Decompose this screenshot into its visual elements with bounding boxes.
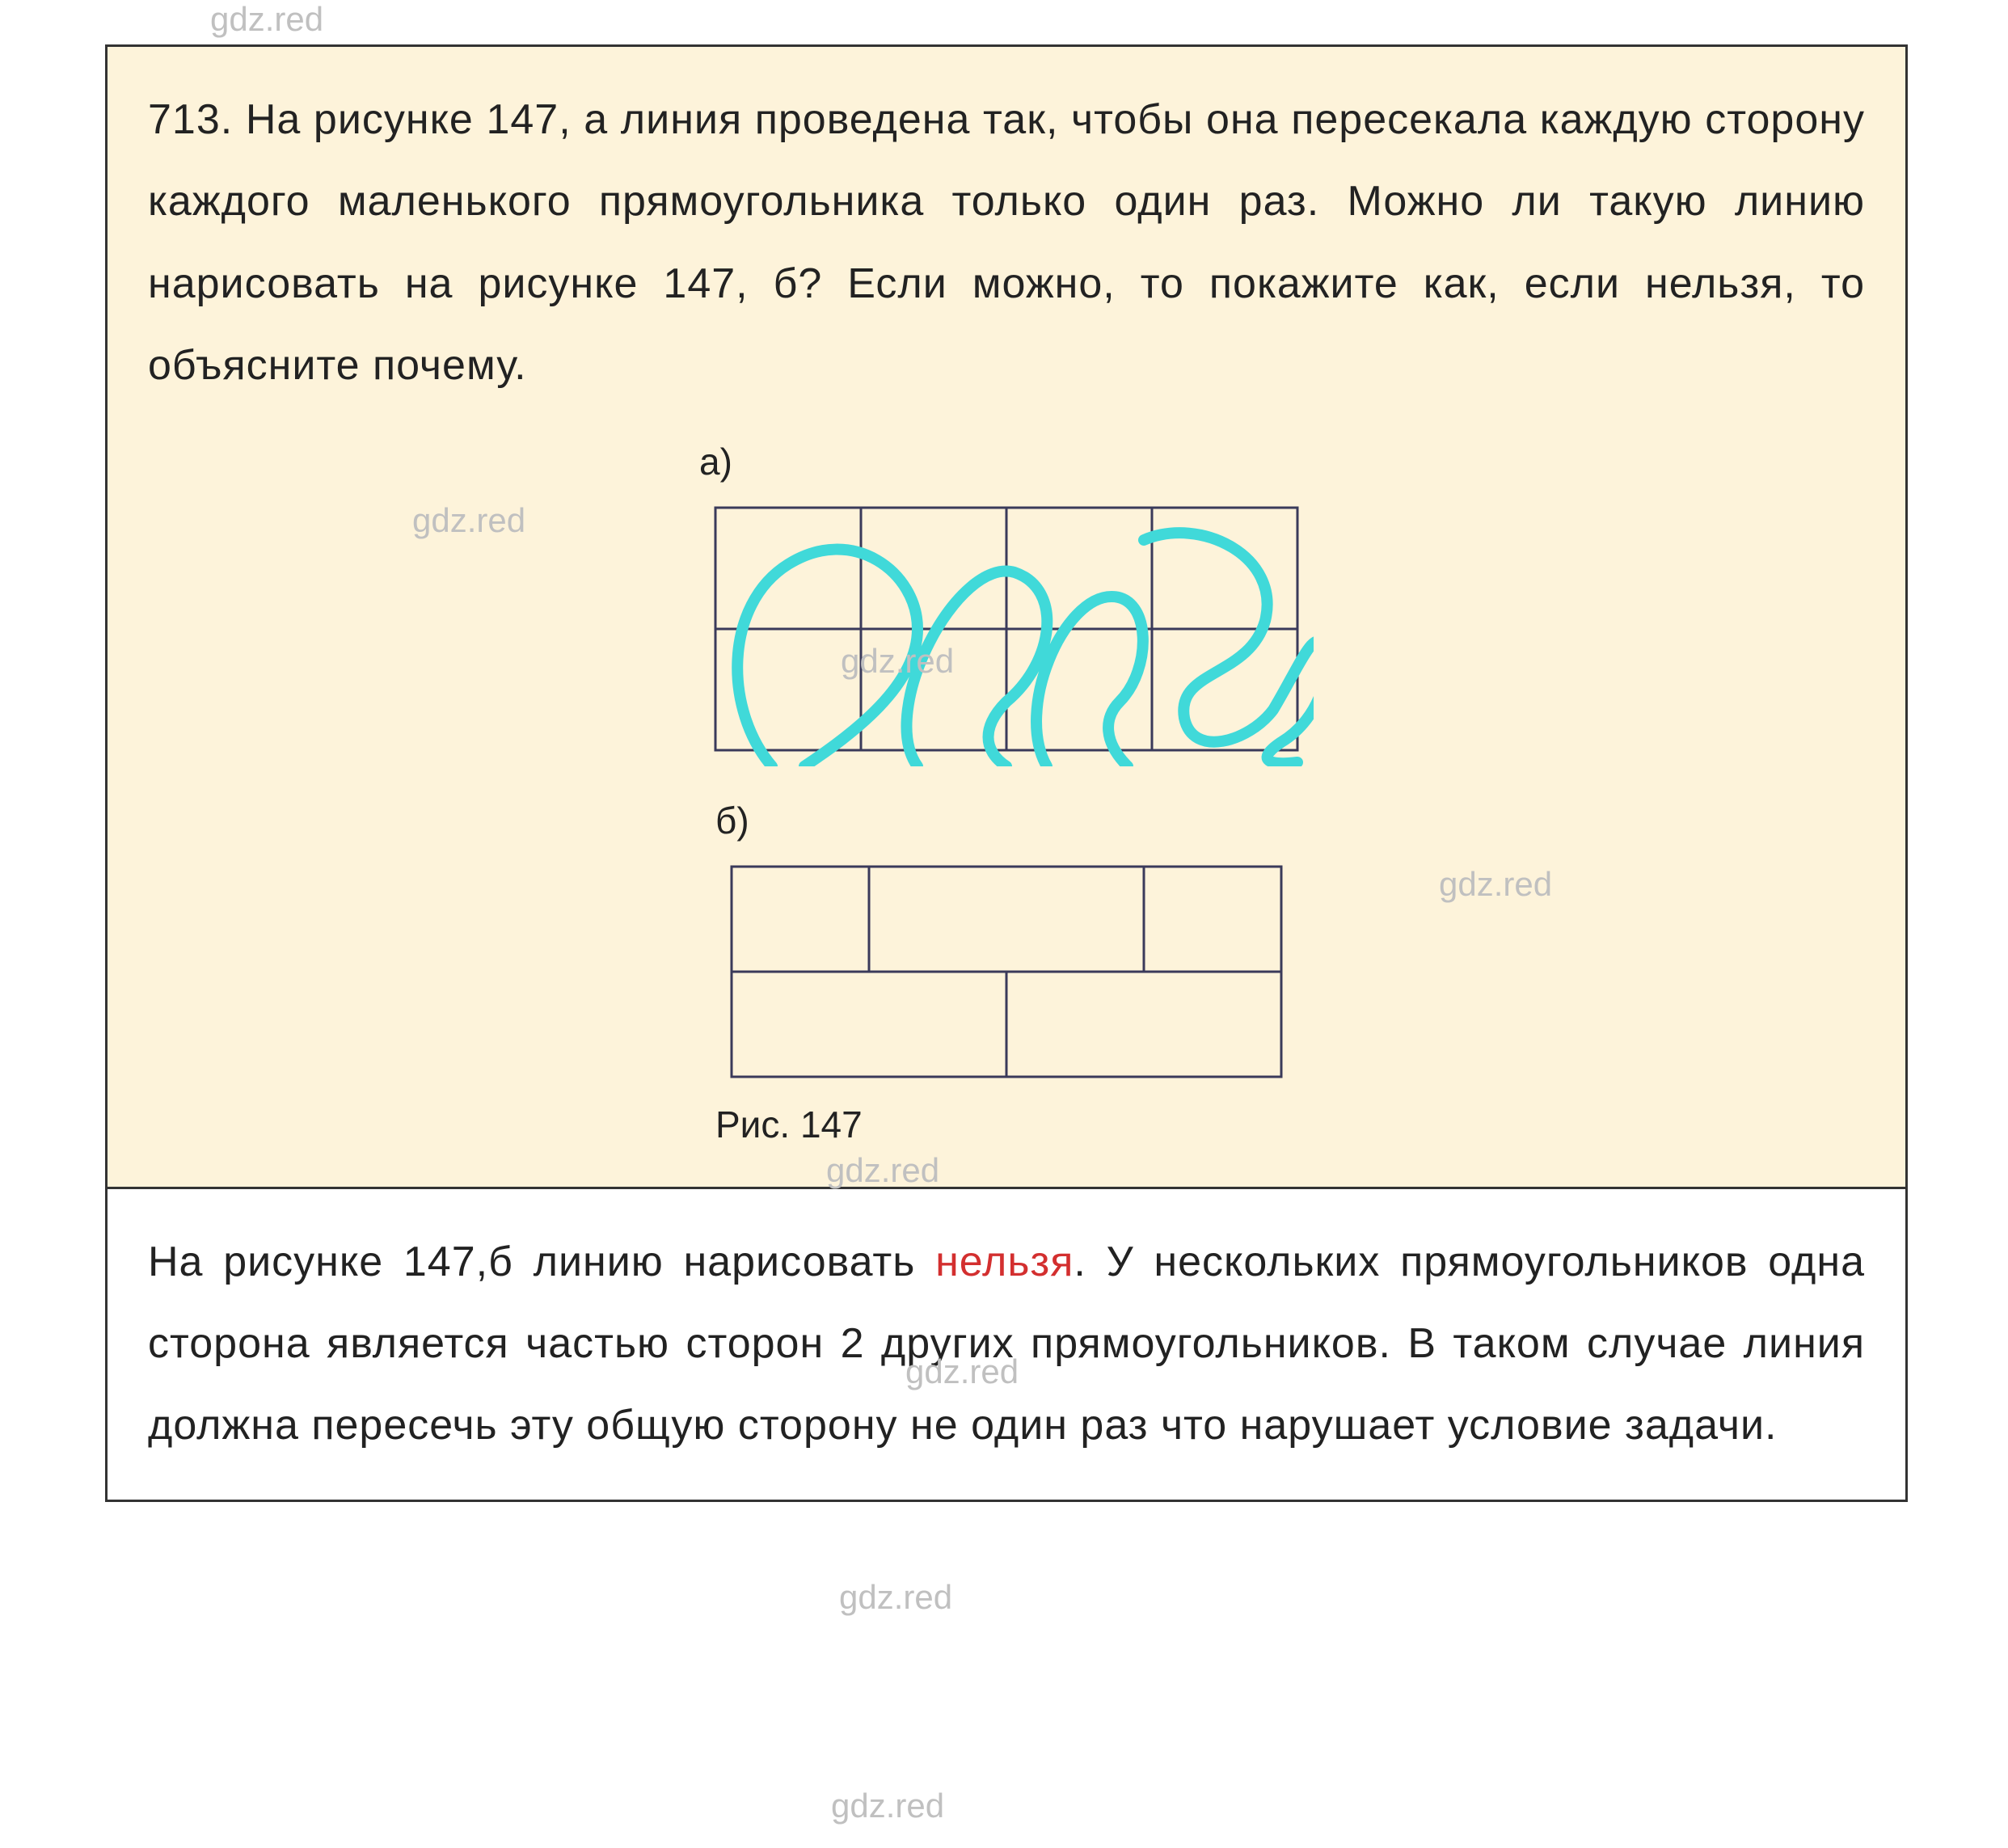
answer-keyword: нельзя [935, 1238, 1074, 1285]
watermark: gdz.red [839, 1578, 952, 1617]
problem-table: 713. На рисунке 147, а линия проведена т… [105, 44, 1908, 1502]
figure-b-svg [715, 850, 1297, 1093]
figure-b-label: б) [715, 799, 1297, 842]
answer-text: На рисунке 147,б линию нарисовать нельзя… [148, 1221, 1865, 1467]
figure-caption: Рис. 147 [715, 1103, 1297, 1146]
figure-a-label: а) [699, 440, 1314, 483]
figure-a-block: а) [699, 440, 1314, 766]
answer-cell: На рисунке 147,б линию нарисовать нельзя… [108, 1189, 1905, 1500]
problem-cell: 713. На рисунке 147, а линия проведена т… [108, 47, 1905, 1189]
figure-a-svg [699, 492, 1314, 766]
figure-b-block: б) Рис. 147 [715, 799, 1297, 1146]
watermark: gdz.red [210, 0, 323, 39]
answer-prefix: На рисунке 147,б линию нарисовать [148, 1238, 935, 1285]
figures-container: а) [148, 424, 1865, 1162]
watermark: gdz.red [831, 1787, 944, 1825]
problem-text: 713. На рисунке 147, а линия проведена т… [148, 79, 1865, 407]
